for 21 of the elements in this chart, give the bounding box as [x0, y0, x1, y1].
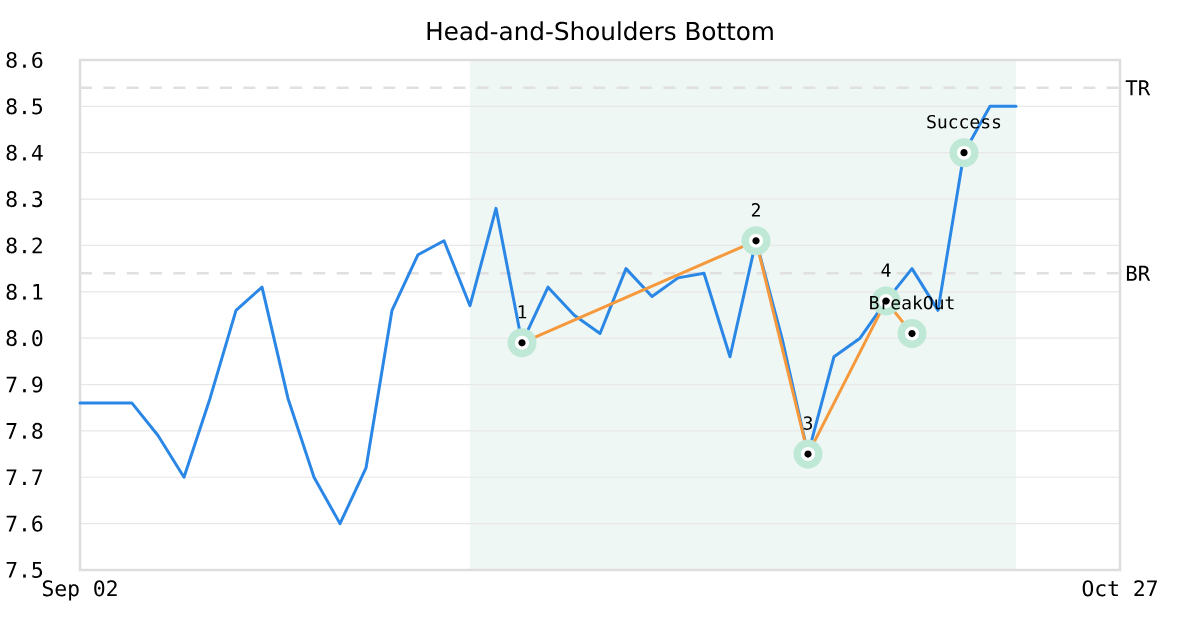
- y-tick-label: 8.6: [6, 51, 43, 69]
- annotation: 2: [751, 203, 760, 217]
- annotation: 1: [518, 305, 527, 319]
- y-tick-label: 8.1: [6, 283, 43, 300]
- x-tick-label: Oct 27: [1082, 580, 1157, 597]
- y-tick-label: 7.6: [6, 515, 43, 532]
- y-tick-label: 8.3: [6, 191, 43, 208]
- y-tick-label: 8.4: [6, 144, 43, 161]
- annotation: 3: [803, 416, 813, 430]
- y-tick-label: 7.5: [6, 562, 43, 578]
- y-tick-label: 7.8: [6, 422, 43, 439]
- chart-title: Head-and-Shoulders Bottom: [427, 21, 773, 41]
- y-tick-label: 7.7: [6, 469, 43, 486]
- y-tick-label: 8.2: [6, 237, 42, 254]
- ref-line-label: BR: [1126, 265, 1151, 281]
- y-tick-label: 7.9: [6, 376, 43, 393]
- annotation: 4: [881, 263, 891, 277]
- y-tick-label: 8.0: [6, 330, 43, 347]
- y-tick-label: 8.5: [6, 98, 43, 115]
- x-tick-label: Sep 02: [42, 580, 117, 601]
- ref-line-label: TR: [1125, 80, 1151, 96]
